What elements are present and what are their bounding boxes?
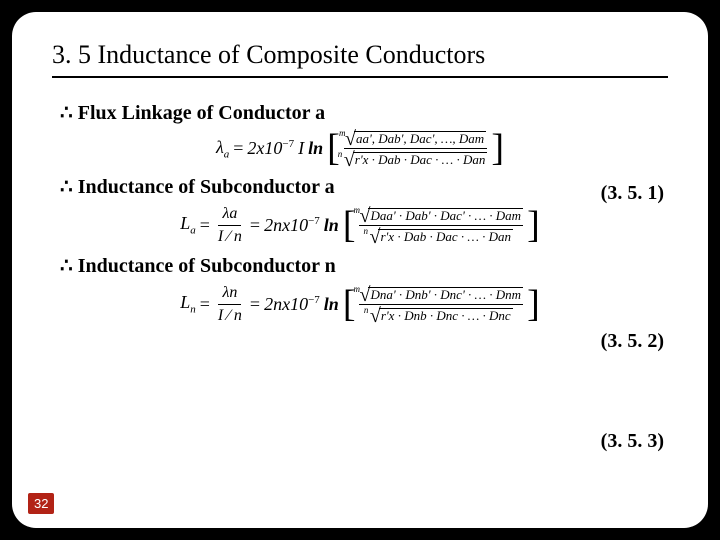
bullet-text: Inductance of Subconductor a — [78, 176, 335, 198]
bullet-flux-linkage: ∴ Flux Linkage of Conductor a — [60, 100, 668, 125]
bullet-glyph: ∴ — [60, 176, 73, 198]
slide: 3. 5 Inductance of Composite Conductors … — [12, 12, 708, 528]
equation-1: λa = 2x10−7 I ln [ m √ aa', Dab', Dac', … — [52, 131, 668, 166]
bullet-inductance-a: ∴ Inductance of Subconductor a — [60, 174, 668, 199]
bullet-text: Flux Linkage of Conductor a — [78, 102, 325, 124]
eqnum-1: (3. 5. 1) — [601, 182, 664, 205]
bullet-glyph: ∴ — [60, 255, 73, 277]
equation-3: Ln = λn I ⁄ n = 2nx10−7 ln [ m √ Dna' · … — [52, 284, 668, 324]
bullet-inductance-n: ∴ Inductance of Subconductor n — [60, 253, 668, 278]
formula-1: λa = 2x10−7 I ln [ m √ aa', Dab', Dac', … — [216, 131, 504, 166]
formula-3: Ln = λn I ⁄ n = 2nx10−7 ln [ m √ Dna' · … — [180, 284, 539, 324]
bullet-glyph: ∴ — [60, 102, 73, 124]
bullet-text: Inductance of Subconductor n — [78, 255, 336, 277]
eqnum-2: (3. 5. 2) — [601, 330, 664, 353]
eqnum-3: (3. 5. 3) — [601, 430, 664, 453]
page-number: 32 — [28, 493, 54, 514]
formula-2: La = λa I ⁄ n = 2nx10−7 ln [ m √ Daa' · … — [180, 205, 539, 245]
equation-2: La = λa I ⁄ n = 2nx10−7 ln [ m √ Daa' · … — [52, 205, 668, 245]
section-title: 3. 5 Inductance of Composite Conductors — [52, 40, 668, 78]
